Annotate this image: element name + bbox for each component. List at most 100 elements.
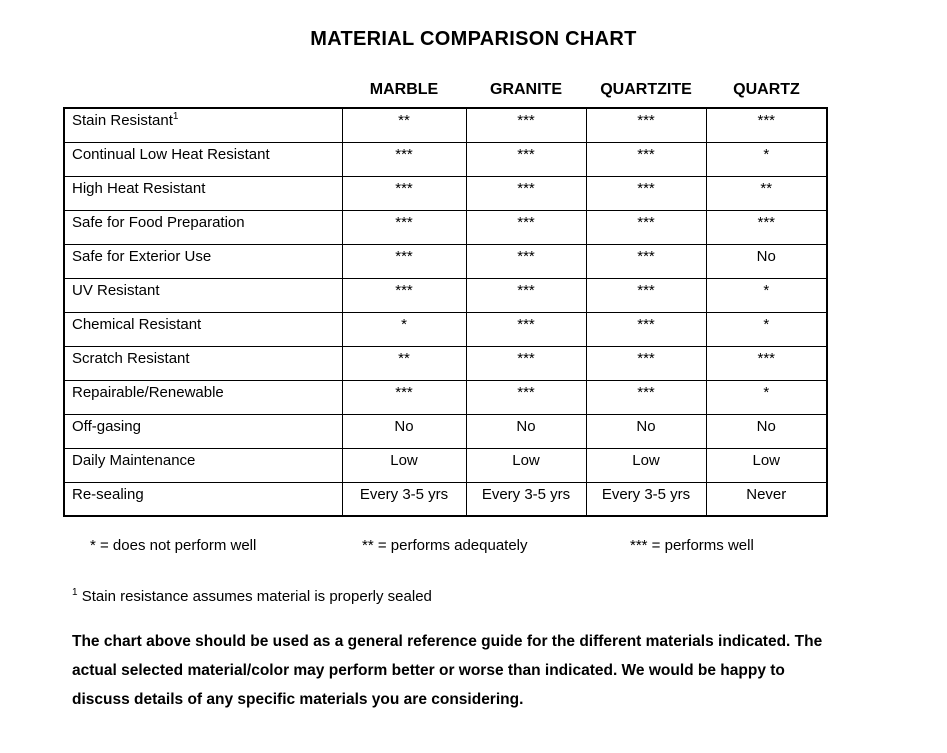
value-cell-marble: * — [341, 311, 467, 347]
value-cell-quartz: Low — [705, 447, 828, 483]
value-cell-granite: *** — [465, 107, 587, 143]
value-cell-granite: Low — [465, 447, 587, 483]
value-cell-marble: No — [341, 413, 467, 449]
value-cell-quartz: Never — [705, 481, 828, 517]
value-cell-quartz: * — [705, 141, 828, 177]
table-row: Continual Low Heat Resistant *** *** *** * — [63, 141, 828, 177]
value-cell-granite: *** — [465, 277, 587, 313]
value-cell-quartz: No — [705, 243, 828, 279]
value-cell-marble: ** — [341, 345, 467, 381]
value-cell-quartz: * — [705, 311, 828, 347]
value-cell-granite: *** — [465, 209, 587, 245]
row-label: Daily Maintenance — [63, 447, 343, 483]
value-cell-quartzite: *** — [585, 311, 707, 347]
value-cell-quartz: *** — [705, 107, 828, 143]
value-cell-quartz: * — [705, 277, 828, 313]
footnote: 1 Stain resistance assumes material is p… — [72, 587, 947, 606]
table-row: Off-gasing No No No No — [63, 413, 828, 449]
column-header-granite: GRANITE — [490, 81, 562, 98]
row-label: Repairable/Renewable — [63, 379, 343, 415]
row-label-text: Safe for Food Preparation — [72, 213, 245, 231]
value-cell-quartz: *** — [705, 209, 828, 245]
row-label-text: Off-gasing — [72, 417, 141, 435]
value-cell-granite: *** — [465, 141, 587, 177]
comparison-table: MARBLE GRANITE QUARTZITE QUARTZ Stain Resis… — [63, 78, 828, 517]
value-cell-quartzite: Every 3-5 yrs — [585, 481, 707, 517]
row-label: High Heat Resistant — [63, 175, 343, 211]
legend-item-two-star: ** = performs adequately — [362, 537, 528, 554]
row-label-text: Safe for Exterior Use — [72, 247, 212, 265]
row-label-text: Repairable/Renewable — [72, 383, 224, 401]
column-header-quartz: QUARTZ — [733, 81, 800, 98]
value-cell-marble: Low — [341, 447, 467, 483]
row-label: Safe for Exterior Use — [63, 243, 343, 279]
row-label: Safe for Food Preparation — [63, 209, 343, 245]
table-row: Safe for Food Preparation *** *** *** *** — [63, 209, 828, 245]
value-cell-quartzite: *** — [585, 175, 707, 211]
row-label-text: Stain Resistant — [72, 112, 173, 129]
row-label: Re-sealing — [63, 481, 343, 517]
disclaimer-paragraph: The chart above should be used as a gene… — [72, 633, 823, 708]
table-row: Stain Resistant1 ** *** *** *** — [63, 107, 828, 143]
value-cell-quartzite: *** — [585, 141, 707, 177]
value-cell-quartzite: *** — [585, 379, 707, 415]
value-cell-granite: *** — [465, 311, 587, 347]
value-cell-granite: *** — [465, 243, 587, 279]
table-row: Safe for Exterior Use *** *** *** No — [63, 243, 828, 279]
value-cell-marble: *** — [341, 243, 467, 279]
value-cell-quartzite: *** — [585, 209, 707, 245]
value-cell-marble: ** — [341, 107, 467, 143]
table-row: Daily Maintenance Low Low Low Low — [63, 447, 828, 483]
column-header-row: MARBLE GRANITE QUARTZITE QUARTZ — [64, 78, 827, 108]
footnote-text: Stain resistance assumes material is pro… — [77, 588, 432, 605]
row-label: UV Resistant — [63, 277, 343, 313]
value-cell-marble: *** — [341, 141, 467, 177]
value-cell-quartzite: Low — [585, 447, 707, 483]
value-cell-quartz: No — [705, 413, 828, 449]
table-row: UV Resistant *** *** *** * — [63, 277, 828, 313]
value-cell-marble: *** — [341, 175, 467, 211]
page-title: MATERIAL COMPARISON CHART — [310, 28, 637, 50]
table-row: Repairable/Renewable *** *** *** * — [63, 379, 828, 415]
value-cell-quartzite: *** — [585, 277, 707, 313]
value-cell-granite: *** — [465, 379, 587, 415]
row-label-text: Daily Maintenance — [72, 451, 196, 469]
value-cell-quartz: *** — [705, 345, 828, 381]
footnote-marker: 1 — [72, 587, 78, 598]
value-cell-quartz: * — [705, 379, 828, 415]
value-cell-marble: *** — [341, 277, 467, 313]
row-label-text: High Heat Resistant — [72, 179, 206, 197]
value-cell-granite: No — [465, 413, 587, 449]
row-label-text: Chemical Resistant — [72, 315, 202, 333]
row-label-text: UV Resistant — [72, 281, 160, 299]
rating-legend: * = does not perform well ** = performs … — [0, 537, 947, 557]
value-cell-quartzite: *** — [585, 345, 707, 381]
row-label-superscript: 1 — [172, 111, 179, 122]
value-cell-quartzite: *** — [585, 243, 707, 279]
table-row: High Heat Resistant *** *** *** ** — [63, 175, 828, 211]
value-cell-granite: *** — [465, 175, 587, 211]
row-label: Continual Low Heat Resistant — [63, 141, 343, 177]
table-row: Chemical Resistant * *** *** * — [63, 311, 828, 347]
row-label: Off-gasing — [63, 413, 343, 449]
row-label-text: Scratch Resistant — [72, 349, 190, 367]
value-cell-marble: *** — [341, 379, 467, 415]
legend-item-three-star: *** = performs well — [630, 537, 754, 554]
row-label-text: Re-sealing — [72, 485, 144, 503]
row-label: Chemical Resistant — [63, 311, 343, 347]
value-cell-granite: Every 3-5 yrs — [465, 481, 587, 517]
header-empty-cell — [64, 78, 342, 108]
row-label: Scratch Resistant — [63, 345, 343, 381]
value-cell-granite: *** — [465, 345, 587, 381]
column-header-quartzite: QUARTZITE — [600, 81, 692, 98]
table-row: Scratch Resistant ** *** *** *** — [63, 345, 828, 381]
column-header-marble: MARBLE — [369, 81, 439, 98]
legend-item-one-star: * = does not perform well — [90, 537, 257, 554]
row-label-text: Continual Low Heat Resistant — [72, 145, 270, 163]
value-cell-quartz: ** — [705, 175, 828, 211]
value-cell-marble: Every 3-5 yrs — [341, 481, 467, 517]
value-cell-marble: *** — [341, 209, 467, 245]
row-label: Stain Resistant1 — [63, 107, 343, 143]
value-cell-quartzite: *** — [585, 107, 707, 143]
value-cell-quartzite: No — [585, 413, 707, 449]
